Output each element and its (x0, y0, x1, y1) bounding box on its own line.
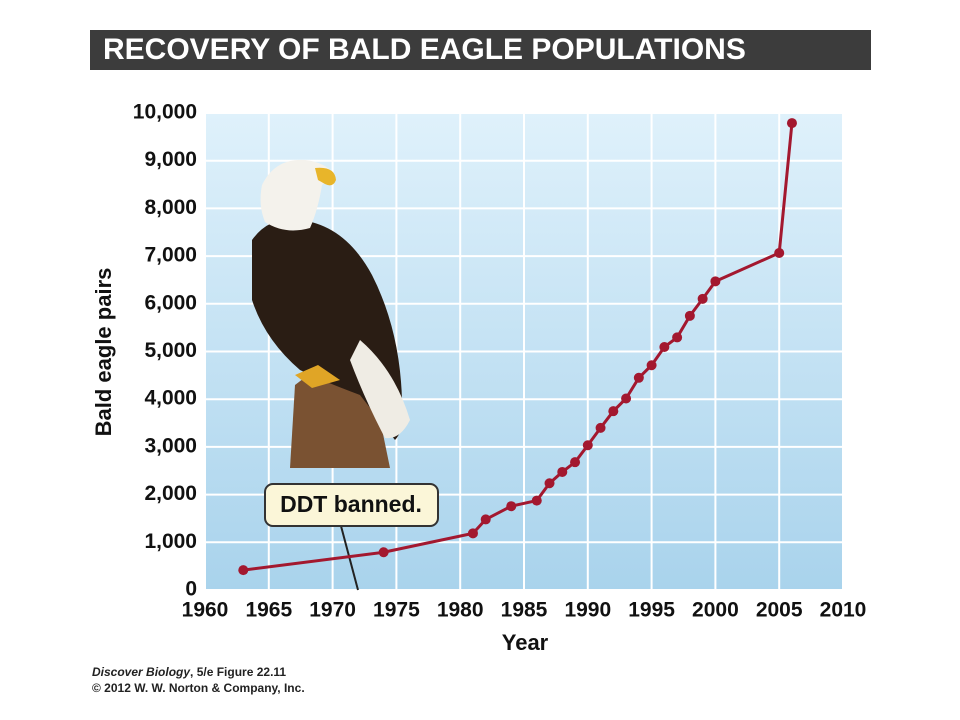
x-tick-label: 1975 (373, 599, 420, 622)
data-point (531, 495, 542, 506)
y-tick-label: 6,000 (144, 291, 197, 314)
y-tick-label: 4,000 (144, 387, 197, 410)
x-tick-label: 2010 (820, 599, 867, 622)
x-tick-label: 1990 (564, 599, 611, 622)
data-point (557, 466, 568, 477)
data-point (646, 360, 657, 371)
x-tick-label: 1985 (501, 599, 548, 622)
data-point (467, 528, 478, 539)
x-tick-label: 2005 (756, 599, 803, 622)
data-point (238, 565, 249, 576)
y-tick-label: 8,000 (144, 196, 197, 219)
y-tick-label: 9,000 (144, 148, 197, 171)
data-point (672, 332, 683, 343)
data-point (697, 293, 708, 304)
data-point (544, 478, 555, 489)
y-tick-label: 2,000 (144, 482, 197, 505)
x-tick-label: 1980 (437, 599, 484, 622)
data-point (595, 422, 606, 433)
data-point (378, 547, 389, 558)
x-tick-label: 1965 (245, 599, 292, 622)
eagle-illustration (252, 159, 410, 468)
source-figure: , 5/e Figure 22.11 (190, 665, 286, 679)
data-point (480, 514, 491, 525)
data-point (506, 501, 517, 512)
y-tick-label: 1,000 (144, 530, 197, 553)
x-tick-label: 1970 (309, 599, 356, 622)
data-point (774, 247, 785, 258)
data-point (621, 393, 632, 404)
y-tick-label: 3,000 (144, 434, 197, 457)
data-point (582, 440, 593, 451)
data-point (570, 457, 581, 468)
data-point (659, 342, 670, 353)
data-point (684, 310, 695, 321)
y-tick-label: 10,000 (133, 101, 197, 124)
data-point (608, 406, 619, 417)
x-tick-label: 1960 (182, 599, 229, 622)
data-line (243, 122, 794, 572)
x-axis-label: Year (502, 630, 549, 655)
y-tick-label: 7,000 (144, 244, 197, 267)
source-line: Discover Biology, 5/e Figure 22.11 (92, 665, 286, 679)
copyright: © 2012 W. W. Norton & Company, Inc. (92, 681, 305, 695)
title-bar (90, 30, 871, 70)
y-tick-label: 0 (185, 578, 197, 601)
y-axis-label: Bald eagle pairs (91, 268, 116, 437)
source-book: Discover Biology (92, 665, 191, 679)
annotation: DDT banned. (280, 491, 422, 517)
x-tick-label: 2000 (692, 599, 739, 622)
data-point (633, 372, 644, 383)
x-tick-label: 1995 (628, 599, 675, 622)
data-point (710, 276, 721, 287)
annotation-box (264, 483, 439, 527)
chart-title: RECOVERY OF BALD EAGLE POPULATIONS (103, 33, 746, 66)
y-tick-label: 5,000 (144, 339, 197, 362)
data-point (786, 118, 797, 129)
